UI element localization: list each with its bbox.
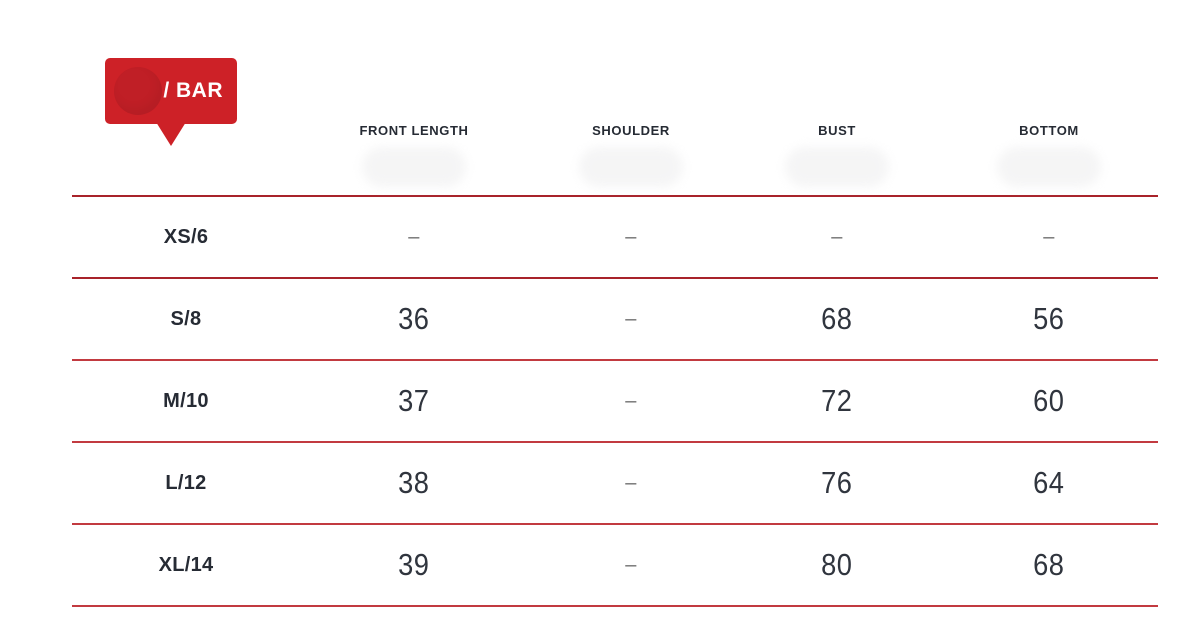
cell-value: 39: [398, 547, 430, 582]
cell-value: –: [625, 225, 637, 248]
cell-value: 36: [398, 301, 430, 336]
tab-pointer-icon: [156, 122, 186, 146]
row-label: L/12: [165, 471, 207, 494]
cell-value: 37: [398, 383, 430, 418]
row-label: M/10: [163, 389, 209, 412]
header-size-column: [72, 110, 300, 195]
table-row-s: S/8 36 – 68 56: [72, 279, 1158, 361]
unit-blob: [997, 147, 1101, 187]
row-label: XL/14: [158, 553, 214, 576]
brand-logo-circle-icon: [114, 67, 162, 115]
header-label: BOTTOM: [1019, 123, 1079, 138]
cell-value: 76: [821, 465, 853, 500]
row-label: S/8: [170, 307, 202, 330]
table-header-row: FRONT LENGTH SHOULDER BUST BOTTOM: [72, 110, 1158, 197]
table-row-xl: XL/14 39 – 80 68: [72, 525, 1158, 607]
category-tab-bar[interactable]: / BAR: [105, 58, 237, 146]
header-label: BUST: [818, 123, 856, 138]
header-shoulder: SHOULDER: [528, 110, 734, 195]
table-row-m: M/10 37 – 72 60: [72, 361, 1158, 443]
cell-value: –: [625, 307, 637, 330]
cell-value: –: [625, 471, 637, 494]
table-row-l: L/12 38 – 76 64: [72, 443, 1158, 525]
category-tab-label: / BAR: [163, 79, 223, 102]
cell-value: –: [625, 553, 637, 576]
cell-value: 72: [821, 383, 853, 418]
header-bust: BUST: [734, 110, 940, 195]
cell-value: –: [408, 225, 420, 248]
size-chart-table: FRONT LENGTH SHOULDER BUST BOTTOM XS/6 –…: [72, 110, 1158, 607]
unit-blob: [785, 147, 889, 187]
header-front-length: FRONT LENGTH: [300, 110, 528, 195]
row-label: XS/6: [163, 225, 209, 248]
unit-blob: [362, 147, 466, 187]
header-label: FRONT LENGTH: [359, 123, 469, 138]
cell-value: –: [831, 225, 843, 248]
cell-value: 80: [821, 547, 853, 582]
cell-value: –: [625, 389, 637, 412]
unit-blob: [579, 147, 683, 187]
cell-value: 38: [398, 465, 430, 500]
cell-value: 56: [1033, 301, 1065, 336]
cell-value: 68: [821, 301, 853, 336]
cell-value: 60: [1033, 383, 1065, 418]
table-row-xs: XS/6 – – – –: [72, 197, 1158, 279]
cell-value: 68: [1033, 547, 1065, 582]
header-label: SHOULDER: [592, 123, 670, 138]
header-bottom: BOTTOM: [940, 110, 1158, 195]
cell-value: 64: [1033, 465, 1065, 500]
cell-value: –: [1043, 225, 1055, 248]
